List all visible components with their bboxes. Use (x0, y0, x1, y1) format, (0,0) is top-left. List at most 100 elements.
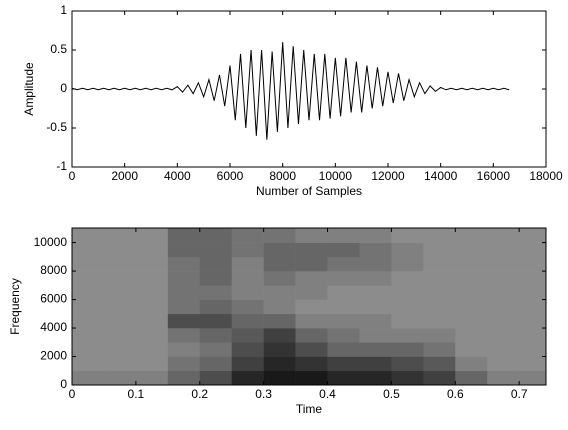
heatmap-cell (519, 370, 546, 385)
heatmap-cell (423, 342, 456, 357)
heatmap-cell (72, 356, 105, 372)
heatmap-cell (519, 356, 546, 372)
x-tick-label: 0.2 (191, 387, 208, 401)
heatmap-cell (231, 356, 264, 372)
heatmap-cell (72, 313, 105, 329)
heatmap-cell (135, 228, 169, 243)
heatmap-cell (295, 228, 328, 243)
heatmap-cell (487, 271, 520, 286)
heatmap-cell (72, 271, 105, 286)
heatmap-cell (135, 370, 169, 385)
heatmap-cell (263, 299, 296, 315)
heatmap-cell (295, 271, 328, 286)
heatmap-cell (487, 285, 520, 300)
heatmap-cell (135, 342, 169, 357)
heatmap-cell (231, 370, 264, 385)
heatmap-cell (487, 256, 520, 272)
x-tick-label: 6000 (217, 169, 244, 183)
heatmap-cell (199, 256, 233, 272)
heatmap-cell (103, 299, 137, 315)
heatmap-cell (423, 328, 456, 343)
x-tick-label: 2000 (111, 169, 138, 183)
heatmap-cell (103, 342, 137, 357)
heatmap-cell (487, 342, 520, 357)
heatmap-cell (263, 342, 296, 357)
heatmap-cell (167, 228, 201, 243)
heatmap-cell (103, 228, 137, 243)
heatmap-cell (231, 242, 264, 258)
heatmap-cell (423, 299, 456, 315)
heatmap-cell (103, 370, 137, 385)
heatmap-cell (72, 342, 105, 357)
heatmap-cell (519, 285, 546, 300)
heatmap-cell (231, 328, 264, 343)
heatmap-cell (199, 271, 233, 286)
x-tick-label: 4000 (164, 169, 191, 183)
heatmap-cell (391, 370, 424, 385)
heatmap-cell (519, 299, 546, 315)
heatmap-cell (487, 242, 520, 258)
x-tick-label: 0.4 (319, 387, 336, 401)
heatmap-cell (327, 313, 360, 329)
heatmap-cell (167, 271, 201, 286)
heatmap-cell (199, 228, 233, 243)
heatmap-cell (359, 370, 392, 385)
heatmap-cell (72, 299, 105, 315)
heatmap-cell (231, 299, 264, 315)
heatmap-cell (359, 299, 392, 315)
heatmap-cell (519, 271, 546, 286)
y-tick-label: 0.5 (50, 42, 67, 56)
x-tick-label: 0 (69, 169, 76, 183)
x-tick-label: 0 (69, 387, 76, 401)
heatmap-cell (167, 256, 201, 272)
heatmap-cell (487, 299, 520, 315)
heatmap-cell (359, 228, 392, 243)
x-tick-label: 18000 (529, 169, 563, 183)
heatmap-cell (391, 285, 424, 300)
heatmap-cell (327, 342, 360, 357)
heatmap-cell (103, 242, 137, 258)
heatmap-cell (391, 356, 424, 372)
heatmap-cell (263, 313, 296, 329)
heatmap-cell (295, 313, 328, 329)
heatmap-cell (135, 328, 169, 343)
heatmap-cell (327, 242, 360, 258)
x-tick-label: 10000 (319, 169, 353, 183)
x-tick-label: 8000 (269, 169, 296, 183)
heatmap-cell (519, 313, 546, 329)
heatmap-cell (72, 370, 105, 385)
heatmap-cell (263, 242, 296, 258)
heatmap-cell (391, 228, 424, 243)
x-tick-label: 16000 (477, 169, 511, 183)
heatmap-cell (72, 228, 105, 243)
plot-area (72, 228, 546, 385)
heatmap-cell (199, 242, 233, 258)
heatmap-cell (295, 242, 328, 258)
heatmap-cell (327, 328, 360, 343)
heatmap-cell (231, 342, 264, 357)
heatmap-cell (455, 328, 488, 343)
heatmap-cell (359, 285, 392, 300)
y-tick-label: 4000 (40, 320, 67, 334)
heatmap-cell (391, 342, 424, 357)
heatmap-cell (231, 285, 264, 300)
heatmap-cell (359, 313, 392, 329)
heatmap-cell (391, 242, 424, 258)
heatmap-cell (327, 356, 360, 372)
heatmap-cell (135, 271, 169, 286)
heatmap-cell (72, 242, 105, 258)
heatmap-cell (423, 242, 456, 258)
heatmap-cell (103, 356, 137, 372)
x-tick-label: 14000 (424, 169, 458, 183)
heatmap-cell (199, 342, 233, 357)
heatmap-cell (455, 370, 488, 385)
heatmap-cell (391, 256, 424, 272)
x-axis-label: Time (296, 402, 323, 416)
heatmap-cell (295, 342, 328, 357)
heatmap-cell (359, 271, 392, 286)
heatmap-cell (455, 299, 488, 315)
heatmap-cell (135, 313, 169, 329)
heatmap-cell (199, 285, 233, 300)
heatmap-cell (231, 256, 264, 272)
